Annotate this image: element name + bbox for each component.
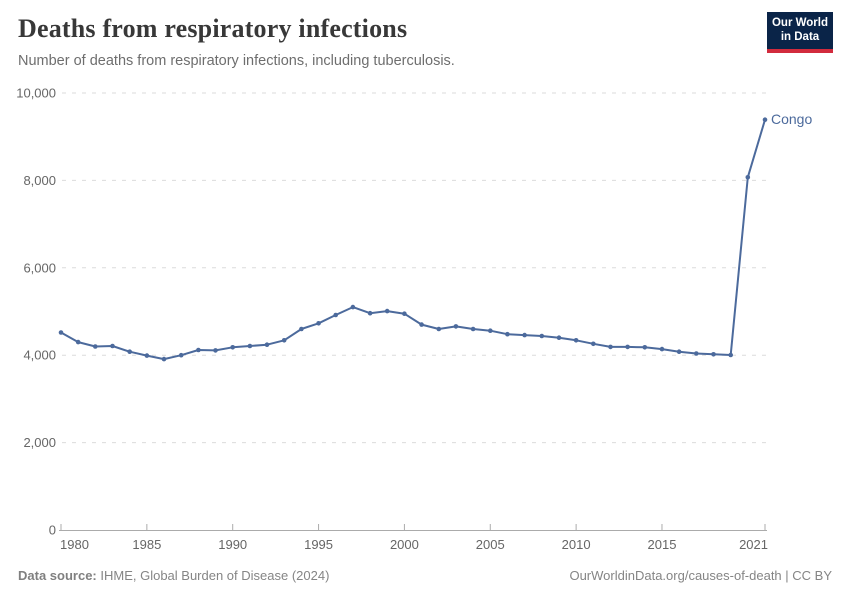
series-label[interactable]: Congo (771, 111, 812, 127)
owid-logo-line2: in Data (780, 31, 820, 43)
data-point[interactable] (144, 353, 150, 358)
data-point[interactable] (75, 339, 81, 345)
x-tick-label: 1990 (218, 537, 247, 552)
page-subtitle: Number of deaths from respiratory infect… (18, 52, 455, 69)
x-tick-label: 2015 (648, 537, 677, 552)
owid-url-link[interactable]: OurWorldinData.org/causes-of-death | CC … (569, 568, 832, 583)
data-point[interactable] (333, 312, 339, 318)
data-source: Data source: IHME, Global Burden of Dise… (18, 568, 329, 583)
data-point[interactable] (264, 342, 270, 348)
x-tick-label: 2005 (476, 537, 505, 552)
chart-header: Deaths from respiratory infections Numbe… (18, 14, 740, 69)
data-point[interactable] (350, 304, 356, 310)
data-point[interactable] (230, 345, 235, 350)
data-point[interactable] (299, 326, 304, 332)
y-tick-label: 6,000 (23, 260, 56, 275)
data-point[interactable] (213, 348, 218, 353)
data-point[interactable] (591, 341, 596, 347)
data-point[interactable] (93, 344, 98, 349)
data-point[interactable] (367, 310, 373, 316)
data-point[interactable] (127, 349, 132, 355)
data-source-text: IHME, Global Burden of Disease (2024) (96, 568, 330, 583)
data-point[interactable] (196, 347, 201, 353)
y-tick-label: 8,000 (23, 173, 56, 188)
x-tick-label: 1995 (304, 537, 333, 552)
data-point[interactable] (625, 344, 630, 350)
data-point[interactable] (573, 338, 579, 343)
data-source-label: Data source: (18, 568, 97, 583)
data-point[interactable] (58, 330, 64, 335)
data-point[interactable] (539, 333, 545, 339)
data-point[interactable] (522, 332, 527, 338)
data-point[interactable] (676, 349, 682, 355)
x-tick-label: 1985 (132, 537, 161, 552)
owid-logo-line1: Our World (771, 17, 828, 29)
x-tick-label: 1980 (60, 537, 89, 552)
data-point[interactable] (247, 343, 253, 349)
y-tick-label: 0 (49, 523, 56, 538)
data-point[interactable] (316, 321, 321, 326)
y-tick-label: 4,000 (23, 348, 56, 363)
data-point[interactable] (161, 356, 167, 362)
data-point[interactable] (694, 351, 699, 356)
data-point[interactable] (453, 324, 459, 329)
data-point[interactable] (419, 322, 424, 327)
data-point[interactable] (711, 352, 716, 357)
data-point[interactable] (470, 326, 476, 332)
data-point[interactable] (762, 117, 768, 122)
data-point[interactable] (281, 338, 287, 343)
data-point[interactable] (556, 335, 562, 341)
x-tick-label: 2010 (562, 537, 591, 552)
data-point[interactable] (402, 311, 407, 317)
page-title: Deaths from respiratory infections (18, 14, 408, 43)
y-tick-label: 10,000 (16, 86, 56, 101)
data-point[interactable] (642, 345, 648, 350)
data-point[interactable] (110, 343, 115, 349)
chart-footer: Data source: IHME, Global Burden of Dise… (18, 568, 832, 583)
data-point[interactable] (178, 352, 184, 358)
x-tick-label: 2021 (739, 537, 768, 552)
data-line[interactable] (60, 119, 766, 361)
data-point[interactable] (505, 331, 510, 337)
data-point[interactable] (436, 326, 442, 332)
x-tick-label: 2000 (390, 537, 419, 552)
data-point[interactable] (384, 308, 390, 314)
y-tick-label: 2,000 (23, 435, 56, 450)
data-point[interactable] (728, 352, 733, 358)
data-point[interactable] (608, 344, 613, 350)
data-point[interactable] (659, 346, 665, 352)
data-point[interactable] (488, 328, 493, 334)
data-point[interactable] (745, 175, 751, 180)
owid-logo[interactable]: Our World in Data (767, 12, 833, 53)
